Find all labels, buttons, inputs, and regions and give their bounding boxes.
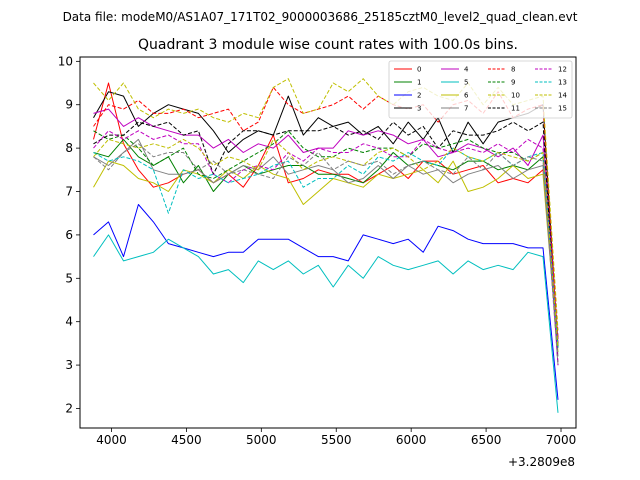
series-line-13	[93, 147, 559, 348]
series-line-6	[93, 160, 559, 353]
plot-frame	[79, 56, 577, 429]
series-line-15	[93, 143, 559, 366]
legend-label: 7	[464, 105, 468, 113]
chart-title: Quadrant 3 module wise count rates with …	[138, 37, 518, 53]
y-tick-label: 3	[65, 358, 73, 372]
series-line-3	[93, 91, 559, 348]
series-line-2	[93, 204, 559, 400]
x-axis-offset-label: +3.2809e8	[508, 455, 575, 469]
x-tick-label: 7000	[546, 433, 577, 447]
legend-label: 8	[511, 66, 515, 74]
y-tick-label: 7	[65, 185, 73, 199]
series-line-8	[93, 86, 559, 340]
y-tick-label: 5	[65, 271, 73, 285]
chart-suptitle: Data file: modeM0/AS1A07_171T02_90000036…	[63, 10, 578, 24]
legend-label: 3	[417, 105, 421, 113]
plot-area: 4000 4500 5000 5500 6000 6500 7000 2345678910 …	[58, 54, 577, 469]
x-tick-label: 5500	[321, 433, 352, 447]
series-line-7	[93, 138, 559, 357]
legend-label: 15	[558, 105, 567, 113]
x-tick-label: 4000	[96, 433, 127, 447]
legend-label: 2	[417, 92, 421, 100]
series-layer	[93, 78, 559, 413]
series-line-5	[93, 234, 559, 413]
series-line-4	[93, 108, 559, 340]
x-tick-label: 6500	[471, 433, 502, 447]
legend-label: 6	[464, 92, 469, 100]
y-tick-label: 6	[65, 228, 73, 242]
legend-label: 4	[464, 66, 469, 74]
series-line-9	[93, 130, 559, 348]
x-tick-label: 5000	[246, 433, 277, 447]
y-tick-label: 2	[65, 401, 73, 415]
legend-label: 5	[464, 79, 468, 87]
legend-label: 10	[511, 92, 520, 100]
x-axis: 4000 4500 5000 5500 6000 6500 7000	[96, 428, 576, 447]
legend-label: 12	[558, 66, 567, 74]
series-line-11	[93, 121, 559, 366]
y-tick-label: 10	[58, 54, 73, 68]
legend-label: 11	[511, 105, 520, 113]
legend-label: 9	[511, 79, 515, 87]
y-tick-label: 9	[65, 98, 73, 112]
series-line-1	[93, 138, 559, 340]
series-line-0	[93, 82, 559, 344]
series-line-14	[93, 138, 559, 348]
series-line-12	[93, 130, 559, 366]
legend-label: 14	[558, 92, 567, 100]
legend-label: 1	[417, 79, 421, 87]
x-tick-label: 6000	[396, 433, 427, 447]
legend-box	[388, 60, 573, 119]
y-tick-label: 8	[65, 141, 73, 155]
legend-label: 13	[558, 79, 567, 87]
y-axis: 2 3 4 5 6 7 8 9 10	[58, 54, 80, 415]
legend-label: 0	[417, 66, 421, 74]
y-tick-label: 4	[65, 315, 73, 329]
x-tick-label: 4500	[171, 433, 202, 447]
series-line-10	[93, 78, 559, 331]
